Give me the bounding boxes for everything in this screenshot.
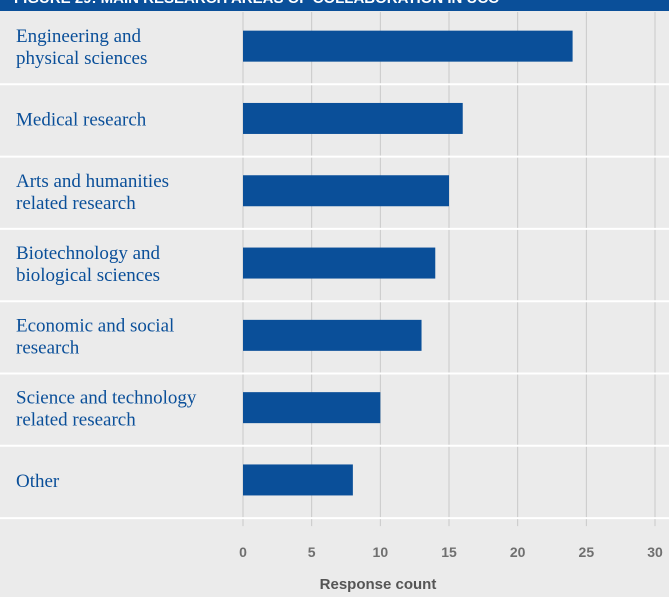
x-tick-label-4: 20 [510,544,526,560]
category-label-3-line-0: Biotechnology and [16,243,161,264]
category-label-1-line-0: Medical research [16,109,147,130]
chart-title: FIGURE 29: MAIN RESEARCH AREAS OF COLLAB… [0,0,669,11]
bar-6 [243,464,353,496]
x-tick-label-3: 15 [441,544,457,560]
x-tick-label-2: 10 [373,544,389,560]
category-label-5-line-1: related research [16,410,136,431]
category-label-5-line-0: Science and technology [16,388,197,409]
category-label-3-line-1: biological sciences [16,265,160,286]
category-label-4-line-1: research [16,337,80,358]
x-tick-label-0: 0 [239,544,247,560]
bar-4 [243,319,422,351]
category-label-0-line-1: physical sciences [16,48,147,69]
category-label-6-line-0: Other [16,471,60,492]
category-label-2-line-1: related research [16,193,136,214]
bar-5 [243,392,381,424]
bar-1 [243,102,463,134]
bars [243,30,573,496]
x-tick-label-6: 30 [647,544,663,560]
x-tick-label-1: 5 [308,544,316,560]
x-tick-label-5: 25 [579,544,595,560]
row-separators [0,83,669,520]
x-axis-title: Response count [320,576,437,593]
x-tick-labels: 0 5 10 15 20 25 30 [239,544,663,560]
category-label-2-line-0: Arts and humanities [16,171,169,192]
bar-0 [243,30,573,62]
bar-2 [243,175,449,207]
bar-3 [243,247,436,279]
category-label-4-line-0: Economic and social [16,315,174,336]
category-label-0-line-0: Engineering and [16,26,142,47]
